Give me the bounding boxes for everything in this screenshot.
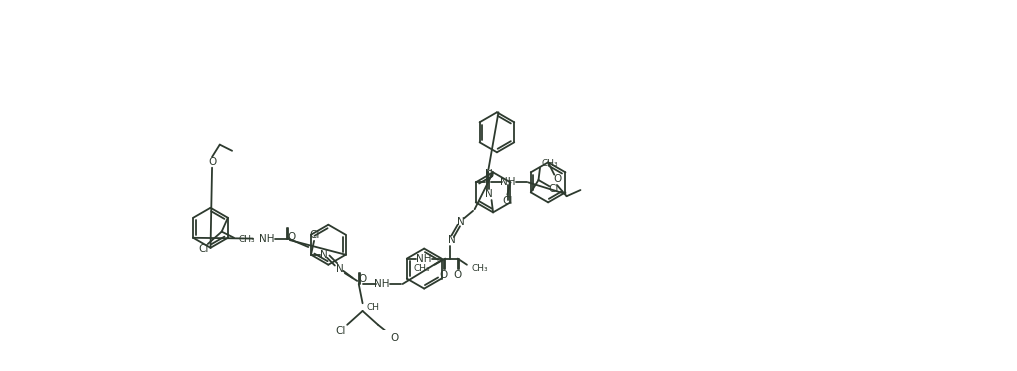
Text: CH₃: CH₃ <box>472 264 488 273</box>
Text: O: O <box>439 270 447 280</box>
Text: N: N <box>320 250 327 260</box>
Text: CH₃: CH₃ <box>239 235 255 244</box>
Text: N: N <box>457 217 465 227</box>
Text: N: N <box>484 189 492 199</box>
Text: O: O <box>553 174 561 184</box>
Text: O: O <box>454 270 462 280</box>
Text: Cl: Cl <box>549 184 559 194</box>
Text: Cl: Cl <box>198 244 208 253</box>
Text: CH₃: CH₃ <box>413 264 430 273</box>
Text: O: O <box>207 157 217 167</box>
Text: Cl: Cl <box>309 230 319 240</box>
Text: NH: NH <box>259 234 275 243</box>
Text: NH: NH <box>416 254 431 263</box>
Text: N: N <box>484 169 492 179</box>
Text: O: O <box>485 170 493 180</box>
Text: CH: CH <box>366 303 379 312</box>
Text: O: O <box>358 275 367 284</box>
Text: N: N <box>447 235 456 245</box>
Text: O: O <box>391 333 399 343</box>
Text: O: O <box>287 232 296 242</box>
Text: Cl: Cl <box>502 196 513 206</box>
Text: NH: NH <box>374 279 390 289</box>
Text: NH: NH <box>500 177 516 187</box>
Text: N: N <box>337 263 344 273</box>
Text: Cl: Cl <box>336 326 346 336</box>
Text: CH₃: CH₃ <box>542 158 558 168</box>
